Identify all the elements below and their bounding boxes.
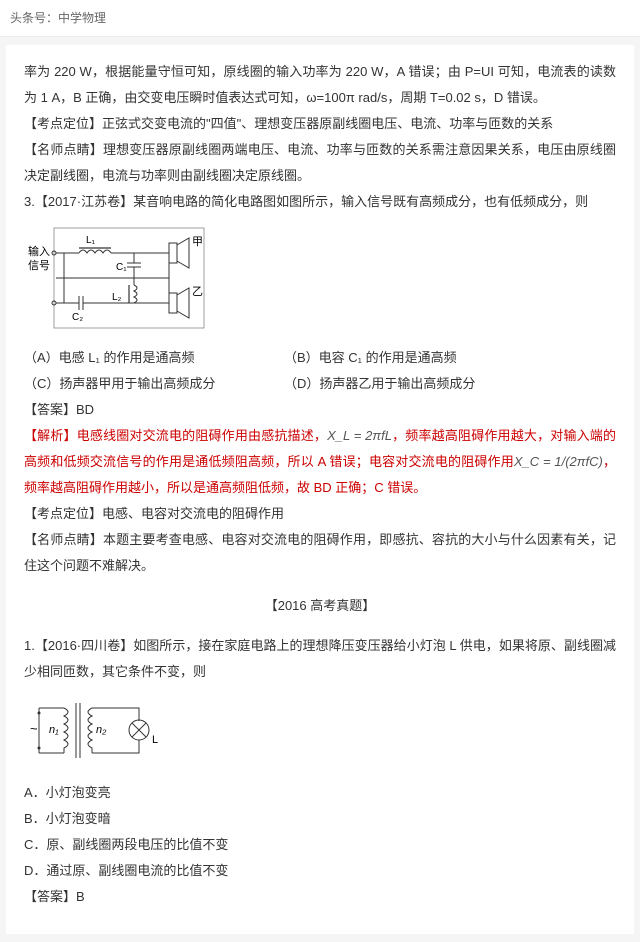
- answer-text: B: [76, 889, 85, 904]
- label-tilde: ~: [30, 721, 38, 736]
- section-2016: 【2016 高考真题】: [24, 593, 616, 619]
- tip-text: 理想变压器原副线圈两端电压、电流、功率与匝数的关系需注意因果关系，电压由原线圈决…: [24, 142, 616, 183]
- analysis-label: 【解析】: [24, 428, 77, 443]
- answer-bd: 【答案】BD: [24, 397, 616, 423]
- analysis-1: 电感线圈对交流电的阻碍作用由感抗描述，: [77, 428, 327, 443]
- label-l2: L₂: [112, 292, 122, 303]
- q1-option-d: D．通过原、副线圈电流的比值不变: [24, 858, 616, 884]
- q1-option-c: C．原、副线圈两段电压的比值不变: [24, 832, 616, 858]
- answer-label: 【答案】: [24, 402, 76, 417]
- option-d: （D）扬声器乙用于输出高频成分: [284, 371, 475, 397]
- label-input: 输入: [28, 244, 50, 258]
- question-label: 3.【2017·江苏卷】: [24, 194, 133, 209]
- tip-label: 【名师点睛】: [24, 142, 103, 157]
- point-location-1: 【考点定位】正弦式交变电流的"四值"、理想变压器原副线圈电压、电流、功率与匝数的…: [24, 111, 616, 137]
- options-row-2: （C）扬声器甲用于输出高频成分 （D）扬声器乙用于输出高频成分: [24, 371, 616, 397]
- q1-option-b: B．小灯泡变暗: [24, 806, 616, 832]
- label-yi: 乙: [192, 285, 203, 298]
- option-c: （C）扬声器甲用于输出高频成分: [24, 371, 284, 397]
- question-1: 1.【2016·四川卷】如图所示，接在家庭电路上的理想降压变压器给小灯泡 L 供…: [24, 633, 616, 685]
- option-b: （B）电容 C₁ 的作用是通高频: [284, 345, 457, 371]
- label-lamp: L: [152, 734, 158, 746]
- label-n1: n₁: [49, 724, 59, 736]
- point-label: 【考点定位】: [24, 506, 102, 521]
- point-text: 电感、电容对交流电的阻碍作用: [102, 506, 284, 521]
- teacher-tip-4: 【名师点睛】本题主要考查电感、电容对交流电的阻碍作用，即感抗、容抗的大小与什么因…: [24, 527, 616, 579]
- question-stem: 某音响电路的简化电路图如图所示，输入信号既有高频成分，也有低频成分，则: [133, 194, 588, 209]
- q1-option-a: A．小灯泡变亮: [24, 780, 616, 806]
- transformer-diagram: ~ n₁ n₂ L: [24, 693, 616, 768]
- answer-b: 【答案】B: [24, 884, 616, 910]
- question-3: 3.【2017·江苏卷】某音响电路的简化电路图如图所示，输入信号既有高频成分，也…: [24, 189, 616, 215]
- label-signal: 信号: [28, 259, 50, 272]
- option-a: （A）电感 L₁ 的作用是通高频: [24, 345, 284, 371]
- label-c2: C₂: [72, 312, 83, 323]
- point-text: 正弦式交变电流的"四值"、理想变压器原副线圈电压、电流、功率与匝数的关系: [102, 116, 553, 131]
- header-source: 头条号：中学物理: [0, 0, 640, 37]
- label-l1: L₁: [86, 235, 96, 246]
- options-row-1: （A）电感 L₁ 的作用是通高频 （B）电容 C₁ 的作用是通高频: [24, 345, 616, 371]
- tip-text: 本题主要考查电感、电容对交流电的阻碍作用，即感抗、容抗的大小与什么因素有关，记住…: [24, 532, 616, 573]
- label-jia: 甲: [192, 236, 203, 248]
- question-label: 1.【2016·四川卷】: [24, 638, 133, 653]
- point-location-3: 【考点定位】电感、电容对交流电的阻碍作用: [24, 501, 616, 527]
- analysis: 【解析】电感线圈对交流电的阻碍作用由感抗描述，X_L = 2πfL，频率越高阻碍…: [24, 423, 616, 501]
- tip-label: 【名师点睛】: [24, 532, 103, 547]
- answer-text: BD: [76, 402, 94, 417]
- teacher-tip-1: 【名师点睛】理想变压器原副线圈两端电压、电流、功率与匝数的关系需注意因果关系，电…: [24, 137, 616, 189]
- document-page: 率为 220 W，根据能量守恒可知，原线圈的输入功率为 220 W，A 错误；由…: [6, 45, 634, 934]
- label-c1: C₁: [116, 262, 127, 273]
- point-label: 【考点定位】: [24, 116, 102, 131]
- formula-xl: X_L = 2πfL: [327, 428, 392, 443]
- circuit-diagram-1: 输入 信号 L₁ C₁ 甲 C₂: [24, 223, 616, 333]
- label-n2: n₂: [96, 724, 107, 736]
- answer-label: 【答案】: [24, 889, 76, 904]
- formula-xc: X_C = 1/(2πfC): [514, 454, 603, 469]
- paragraph-1: 率为 220 W，根据能量守恒可知，原线圈的输入功率为 220 W，A 错误；由…: [24, 59, 616, 111]
